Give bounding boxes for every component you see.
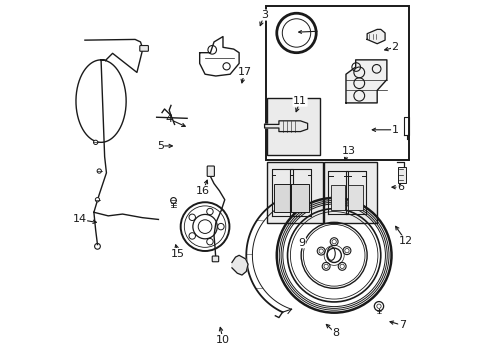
Circle shape xyxy=(93,140,98,144)
Text: 13: 13 xyxy=(341,146,355,156)
Polygon shape xyxy=(231,255,247,275)
Text: 6: 6 xyxy=(396,182,403,192)
Circle shape xyxy=(97,169,101,173)
Text: 10: 10 xyxy=(216,334,229,345)
Text: 4: 4 xyxy=(165,114,172,124)
Bar xyxy=(348,185,362,211)
Bar xyxy=(266,98,319,155)
Bar xyxy=(324,162,376,223)
Text: 11: 11 xyxy=(292,96,306,106)
FancyBboxPatch shape xyxy=(140,45,148,51)
Circle shape xyxy=(95,198,100,202)
Bar xyxy=(273,184,291,212)
Text: 16: 16 xyxy=(196,186,210,196)
Polygon shape xyxy=(366,30,384,44)
Text: 14: 14 xyxy=(72,215,86,224)
Text: 3: 3 xyxy=(260,10,267,20)
Bar xyxy=(265,6,408,160)
Text: 12: 12 xyxy=(398,236,412,246)
Text: 5: 5 xyxy=(157,141,163,151)
FancyBboxPatch shape xyxy=(212,256,218,262)
Bar xyxy=(291,184,309,212)
Text: 7: 7 xyxy=(398,320,405,330)
Polygon shape xyxy=(346,60,386,103)
Polygon shape xyxy=(264,121,307,132)
Text: 1: 1 xyxy=(391,125,398,135)
Text: 15: 15 xyxy=(171,248,185,258)
Text: 17: 17 xyxy=(237,67,251,77)
Bar xyxy=(397,167,405,183)
Text: 2: 2 xyxy=(391,42,398,52)
Text: 9: 9 xyxy=(298,238,305,248)
Bar xyxy=(330,185,344,211)
FancyBboxPatch shape xyxy=(207,166,214,176)
Text: 8: 8 xyxy=(332,328,339,338)
Bar xyxy=(266,162,323,223)
